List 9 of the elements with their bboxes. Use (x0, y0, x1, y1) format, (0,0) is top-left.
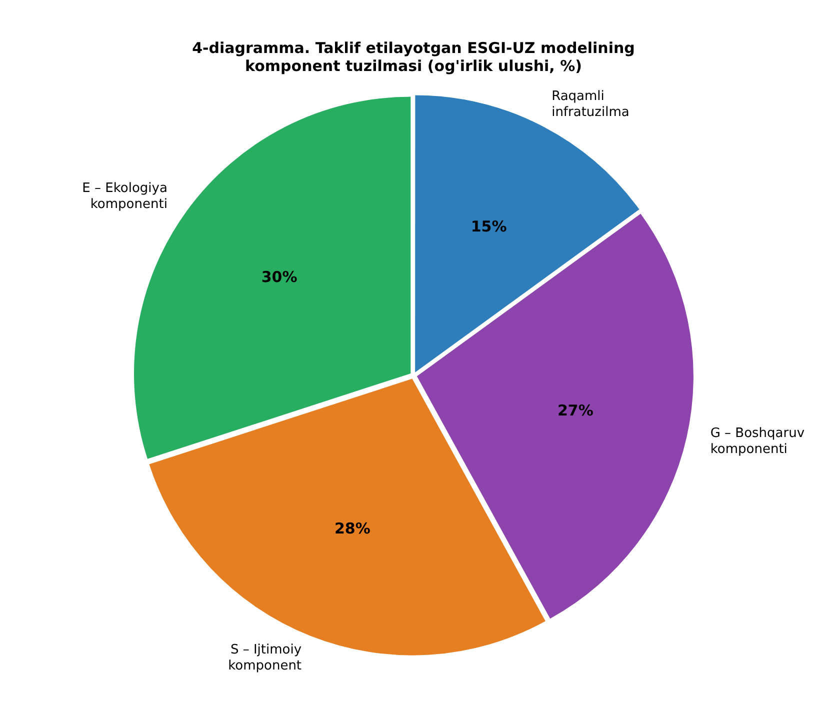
data-label: 15% (470, 218, 507, 236)
data-label: 30% (261, 268, 298, 286)
slice-label: G – Boshqaruv komponenti (710, 426, 805, 458)
chart-title: 4-diagramma. Taklif etilayotgan ESGI-UZ modelining komponent tuzilmasi (og'irlik ulushi, %) (192, 38, 635, 75)
data-label: 28% (334, 520, 370, 538)
data-label: 27% (557, 402, 594, 420)
slice-label: S – Ijtimoiy komponent (228, 642, 302, 674)
slice-label: Raqamli infratuzilma (552, 88, 630, 120)
slice-label: E – Ekologiya komponenti (82, 181, 168, 212)
